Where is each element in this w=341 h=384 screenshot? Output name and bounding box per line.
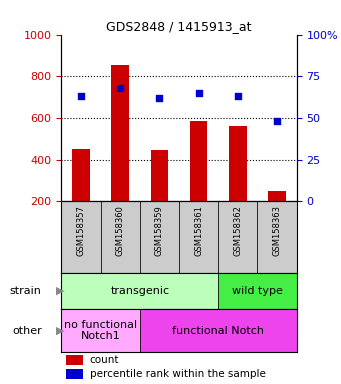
Text: GSM158362: GSM158362	[233, 205, 242, 256]
Bar	[218, 201, 257, 273]
Text: GSM158359: GSM158359	[155, 205, 164, 256]
Text: strain: strain	[10, 286, 42, 296]
Point	[117, 85, 123, 91]
Bar	[101, 201, 140, 273]
Text: count: count	[90, 355, 119, 365]
Text: functional Notch: functional Notch	[172, 326, 264, 336]
Text: wild type: wild type	[232, 286, 283, 296]
Point	[78, 93, 84, 99]
Point	[274, 118, 280, 124]
Text: GSM158363: GSM158363	[272, 205, 282, 256]
Bar	[179, 201, 218, 273]
Text: GSM158357: GSM158357	[76, 205, 86, 256]
Bar	[140, 201, 179, 273]
Text: GSM158360: GSM158360	[116, 205, 125, 256]
Bar	[151, 150, 168, 201]
Text: ▶: ▶	[56, 326, 65, 336]
Text: ▶: ▶	[56, 286, 65, 296]
Bar	[190, 121, 207, 201]
Text: GSM158361: GSM158361	[194, 205, 203, 256]
Bar	[268, 191, 286, 201]
Title: GDS2848 / 1415913_at: GDS2848 / 1415913_at	[106, 20, 252, 33]
Bar	[257, 201, 297, 273]
Bar	[61, 201, 101, 273]
Bar	[66, 355, 83, 365]
Bar	[112, 65, 129, 201]
Text: no functional
Notch1: no functional Notch1	[64, 320, 137, 341]
Point	[235, 93, 240, 99]
Text: other: other	[12, 326, 42, 336]
Bar	[140, 309, 297, 353]
Bar	[72, 149, 90, 201]
Bar	[218, 273, 297, 309]
Point	[196, 90, 201, 96]
Text: percentile rank within the sample: percentile rank within the sample	[90, 369, 266, 379]
Text: transgenic: transgenic	[110, 286, 169, 296]
Bar	[61, 309, 140, 353]
Bar	[61, 273, 218, 309]
Bar	[66, 369, 83, 379]
Bar	[229, 126, 247, 201]
Point	[157, 95, 162, 101]
